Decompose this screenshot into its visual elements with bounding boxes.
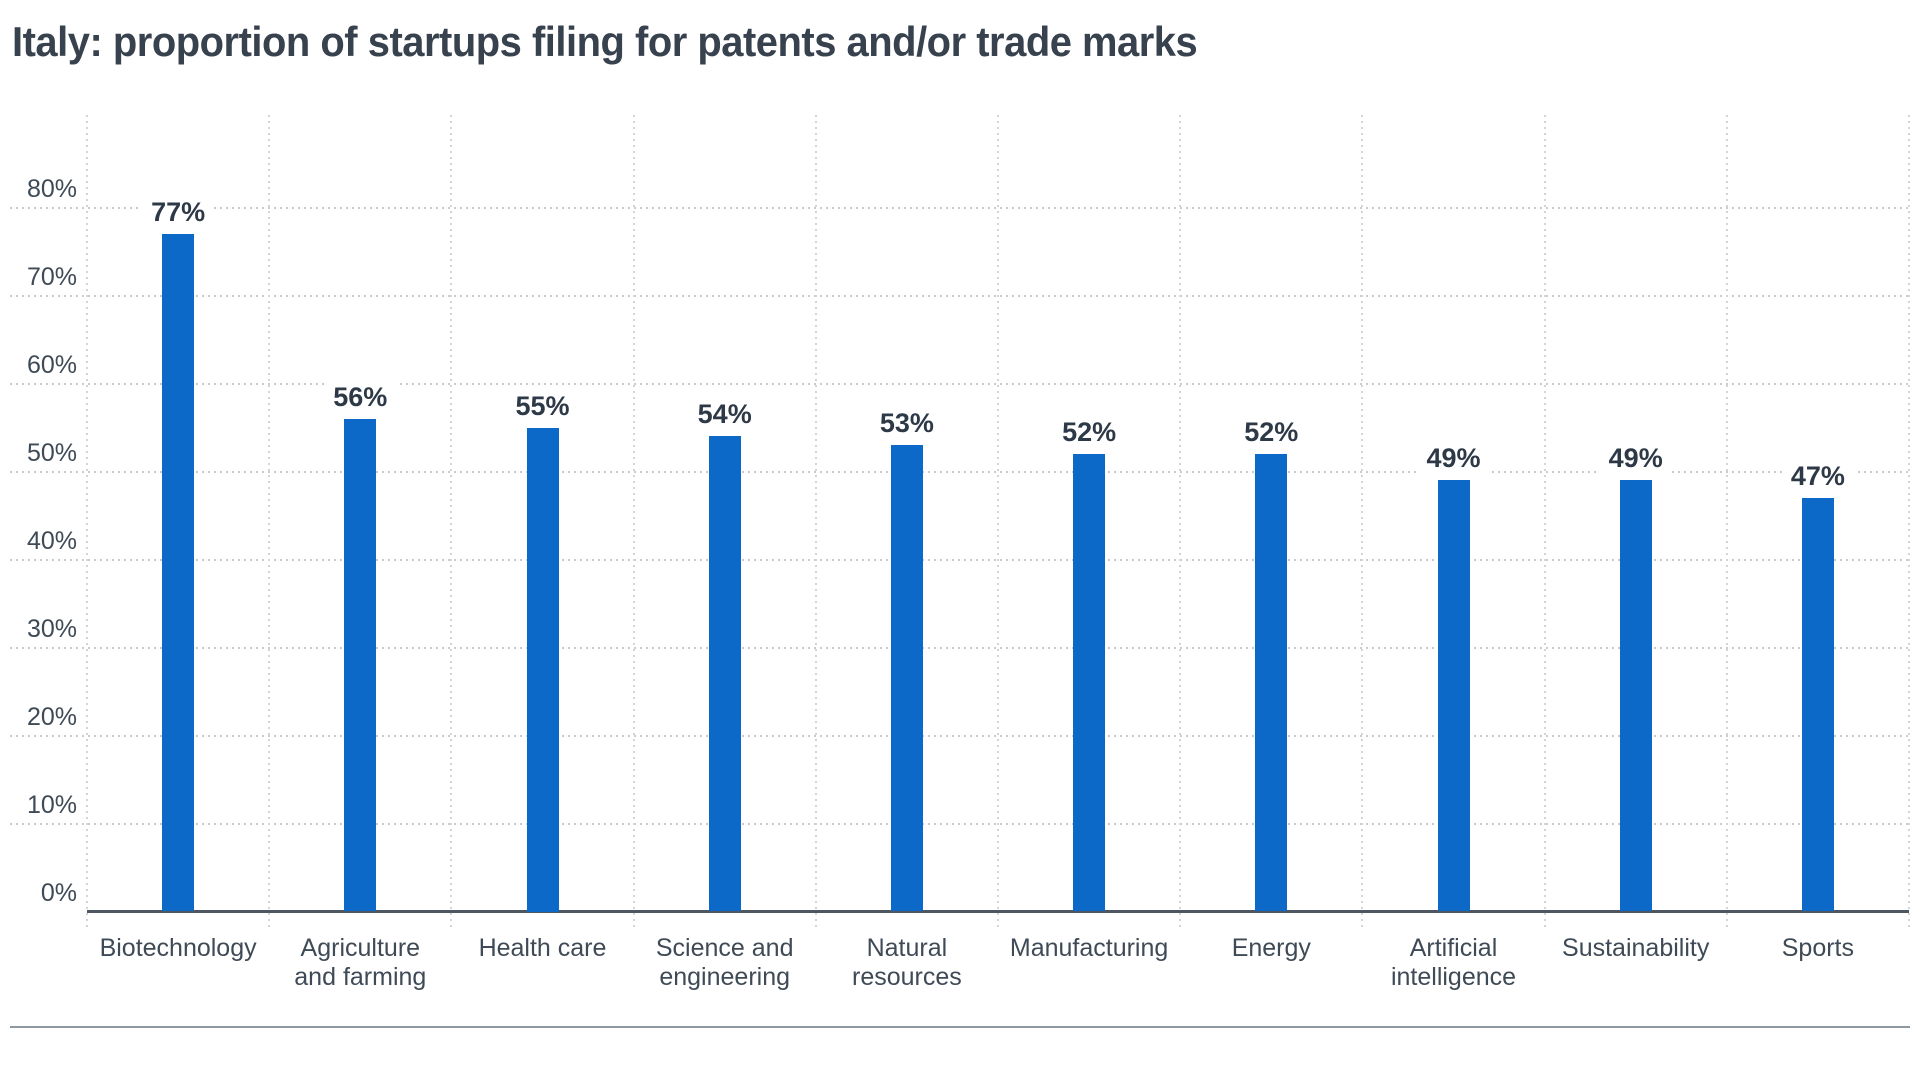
y-axis-label: 80%	[26, 174, 77, 203]
gridline-horizontal	[10, 470, 1909, 473]
bar	[708, 436, 741, 912]
bar-value-label: 53%	[870, 408, 943, 439]
bar-value-label: 49%	[1599, 443, 1672, 474]
bar	[1619, 480, 1652, 912]
gridline-vertical	[268, 115, 271, 928]
gridline-horizontal	[10, 734, 1909, 737]
gridline-vertical	[997, 115, 999, 928]
gridline-horizontal	[10, 382, 1909, 385]
bar	[1255, 453, 1288, 912]
bar	[162, 233, 195, 912]
bar-value-label: 47%	[1781, 460, 1854, 491]
gridline-vertical	[1908, 115, 1910, 928]
x-axis-label: Science and engineering	[655, 934, 794, 991]
gridline-vertical	[814, 115, 817, 928]
bar	[1801, 497, 1834, 912]
gridline-horizontal	[10, 558, 1909, 561]
x-axis-label: Manufacturing	[1009, 934, 1169, 962]
gridline-vertical	[450, 115, 453, 928]
gridline-vertical	[1361, 115, 1364, 928]
bar	[890, 445, 923, 912]
x-axis-label: Health care	[478, 934, 607, 962]
x-axis-label: Artificial intelligence	[1390, 934, 1517, 991]
bar	[1073, 453, 1106, 912]
y-axis-label: 0%	[40, 878, 77, 907]
gridline-horizontal	[10, 294, 1909, 297]
x-axis-label: Energy	[1231, 934, 1311, 962]
bar-value-label: 49%	[1417, 443, 1490, 474]
y-axis-label: 20%	[26, 702, 77, 731]
x-axis-label: Sustainability	[1562, 934, 1710, 962]
gridline-vertical	[1543, 115, 1546, 928]
x-axis-label: Biotechnology	[99, 934, 257, 962]
gridline-horizontal	[10, 822, 1909, 825]
bar-value-label: 52%	[1053, 416, 1126, 447]
y-axis-label: 30%	[26, 614, 77, 643]
y-axis-label: 70%	[26, 262, 77, 291]
gridline-horizontal	[10, 646, 1909, 649]
gridline-vertical	[86, 115, 88, 928]
gridline-vertical	[1725, 115, 1728, 928]
chart-title: Italy: proportion of startups filing for…	[12, 18, 1198, 65]
bar	[344, 418, 377, 912]
bar-value-label: 52%	[1235, 416, 1308, 447]
bar-value-label: 54%	[688, 399, 761, 430]
gridline-vertical	[632, 115, 635, 928]
bar	[1437, 480, 1470, 912]
x-axis-label: Agriculture and farming	[294, 934, 427, 991]
x-axis-label: Natural resources	[852, 934, 962, 991]
x-axis-line	[87, 909, 1909, 913]
y-axis-label: 40%	[26, 526, 77, 555]
gridline-vertical	[1179, 115, 1182, 928]
bar	[526, 427, 559, 912]
bar-value-label: 55%	[506, 390, 579, 421]
bottom-separator	[10, 1026, 1910, 1028]
gridline-horizontal	[10, 206, 1909, 209]
y-axis-label: 50%	[26, 438, 77, 467]
x-axis-label: Sports	[1781, 934, 1855, 962]
bar-value-label: 77%	[142, 196, 215, 227]
y-axis-label: 60%	[26, 350, 77, 379]
bar-value-label: 56%	[324, 381, 397, 412]
y-axis-label: 10%	[26, 790, 77, 819]
